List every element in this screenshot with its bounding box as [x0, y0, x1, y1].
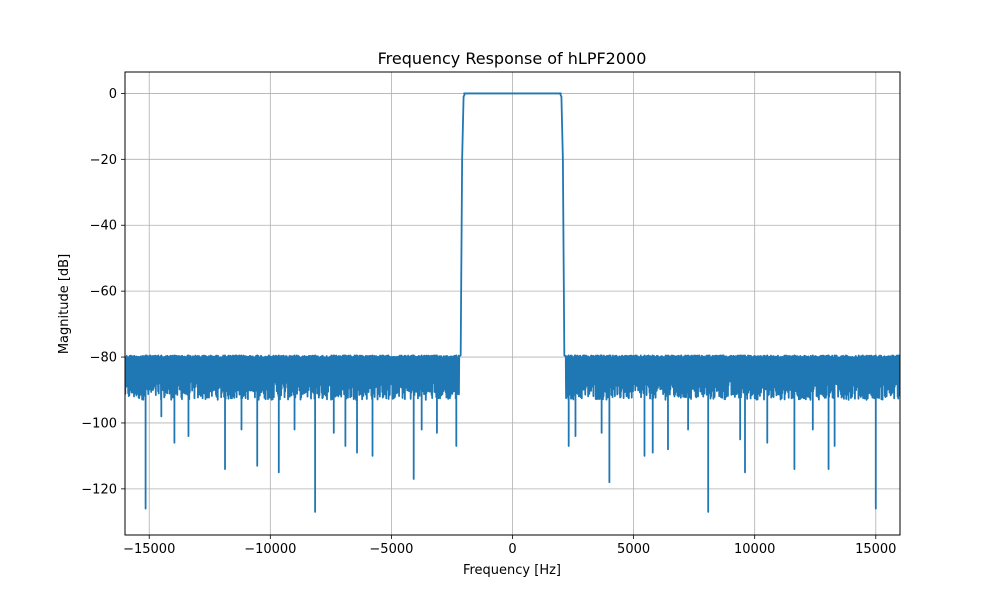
x-tick-label: 10000: [734, 542, 775, 557]
y-tick-label: −120: [81, 482, 117, 497]
frequency-response-line: [125, 92, 900, 513]
chart-title: Frequency Response of hLPF2000: [378, 49, 647, 68]
grid-layer: [125, 72, 900, 535]
x-tick-label: −10000: [244, 542, 296, 557]
plot-layer: [125, 92, 900, 513]
y-tick-label: −60: [90, 285, 117, 300]
x-axis-label: Frequency [Hz]: [463, 563, 561, 578]
y-tick-label: −100: [81, 416, 117, 431]
y-tick-label: 0: [109, 87, 117, 102]
tick-layer: −15000 −10000 −5000 0 5000 10000 15000 0 −20 −40 −…: [81, 87, 896, 557]
y-tick-label: −20: [90, 153, 117, 168]
y-tick-label: −80: [90, 351, 117, 366]
y-tick-label: −40: [90, 219, 117, 234]
x-tick-label: 5000: [617, 542, 650, 557]
x-tick-label: −5000: [369, 542, 413, 557]
y-axis-label: Magnitude [dB]: [57, 254, 72, 354]
x-tick-label: 15000: [855, 542, 896, 557]
x-tick-label: −15000: [123, 542, 175, 557]
x-tick-label: 0: [508, 542, 516, 557]
